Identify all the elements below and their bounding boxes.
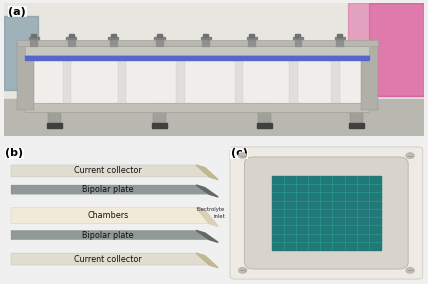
Polygon shape: [11, 185, 209, 194]
Bar: [31, 34, 36, 37]
Polygon shape: [11, 253, 209, 265]
Circle shape: [238, 268, 247, 273]
Bar: [66, 37, 77, 39]
Bar: [17, 40, 377, 45]
Circle shape: [406, 153, 414, 158]
Text: Bipolar plate: Bipolar plate: [82, 231, 134, 239]
Polygon shape: [196, 230, 218, 242]
Bar: [152, 123, 167, 128]
Bar: [153, 104, 166, 126]
Bar: [4, 16, 38, 89]
FancyBboxPatch shape: [244, 157, 408, 269]
Bar: [25, 103, 369, 112]
Bar: [25, 45, 369, 55]
Bar: [348, 3, 424, 96]
Polygon shape: [196, 253, 218, 268]
Bar: [4, 99, 424, 136]
Bar: [349, 123, 364, 128]
Text: Electrolyte
inlet: Electrolyte inlet: [197, 207, 225, 219]
Bar: [17, 43, 34, 110]
Bar: [248, 37, 255, 45]
Bar: [108, 37, 119, 39]
Text: Current collector: Current collector: [74, 254, 142, 264]
Bar: [369, 3, 424, 96]
Bar: [235, 55, 244, 103]
Polygon shape: [196, 208, 218, 226]
Text: (c): (c): [231, 148, 248, 158]
Bar: [201, 37, 211, 39]
Bar: [361, 43, 377, 110]
Bar: [335, 37, 345, 39]
Bar: [202, 37, 209, 45]
Bar: [25, 55, 369, 60]
Bar: [63, 55, 71, 103]
Text: Chambers: Chambers: [87, 211, 128, 220]
Bar: [155, 37, 164, 39]
Polygon shape: [11, 165, 209, 177]
Bar: [48, 104, 61, 126]
Bar: [350, 104, 363, 126]
Bar: [294, 37, 301, 45]
Bar: [25, 55, 369, 103]
Bar: [30, 37, 37, 45]
FancyBboxPatch shape: [230, 147, 423, 279]
Bar: [156, 37, 163, 45]
Polygon shape: [11, 230, 209, 240]
Bar: [289, 55, 298, 103]
Polygon shape: [196, 185, 218, 197]
Bar: [118, 55, 126, 103]
Text: (b): (b): [6, 148, 24, 158]
Bar: [272, 176, 381, 250]
Bar: [47, 123, 62, 128]
Bar: [336, 37, 343, 45]
Bar: [111, 34, 116, 37]
Bar: [257, 123, 272, 128]
Bar: [337, 34, 342, 37]
Polygon shape: [11, 208, 209, 224]
Polygon shape: [196, 165, 218, 179]
Bar: [293, 37, 303, 39]
Bar: [203, 34, 208, 37]
Circle shape: [238, 153, 247, 158]
Bar: [331, 55, 340, 103]
Circle shape: [406, 268, 414, 273]
Bar: [295, 34, 300, 37]
Text: (a): (a): [9, 7, 26, 17]
Bar: [176, 55, 184, 103]
Bar: [258, 104, 270, 126]
Text: Current collector: Current collector: [74, 166, 142, 176]
Bar: [157, 34, 162, 37]
Bar: [247, 37, 257, 39]
Bar: [249, 34, 254, 37]
Bar: [29, 37, 39, 39]
Bar: [68, 37, 75, 45]
Bar: [110, 37, 117, 45]
Bar: [69, 34, 74, 37]
Text: Bipolar plate: Bipolar plate: [82, 185, 134, 194]
